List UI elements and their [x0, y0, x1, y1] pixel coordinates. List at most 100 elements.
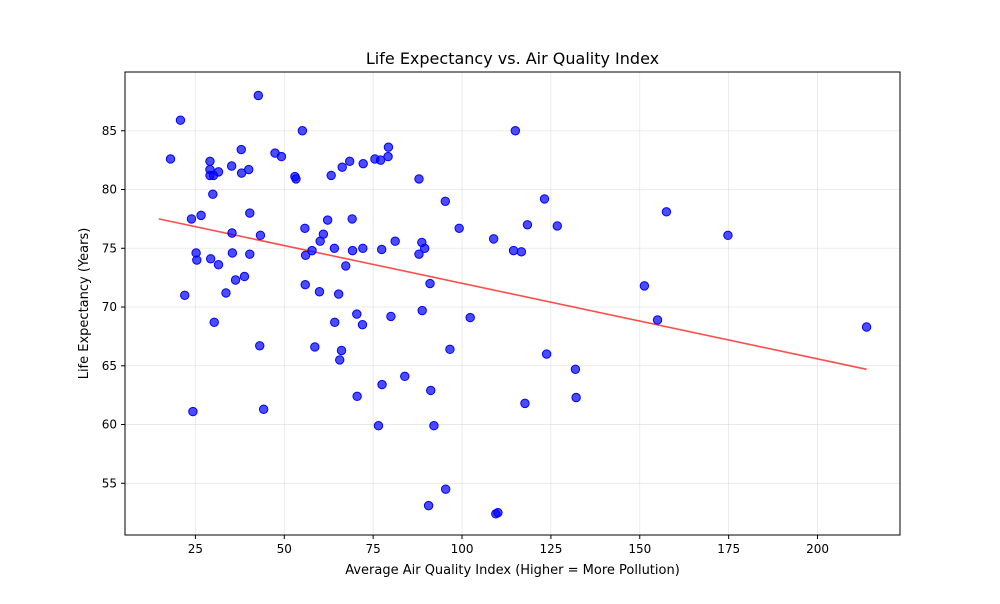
data-point: [213, 260, 224, 270]
data-point: [333, 289, 344, 299]
data-point: [344, 156, 355, 167]
data-point: [208, 170, 219, 181]
data-point: [322, 215, 333, 225]
data-point: [227, 228, 237, 238]
data-point: [337, 162, 347, 172]
data-point: [508, 245, 519, 256]
data-point: [440, 484, 451, 494]
x-tick-label: 125: [539, 542, 562, 556]
data-point: [440, 196, 451, 206]
data-point: [300, 223, 310, 233]
data-point: [652, 315, 663, 325]
data-points: [165, 90, 872, 519]
data-point: [373, 421, 384, 431]
data-point: [639, 281, 650, 291]
y-tick-label: 55: [102, 476, 117, 490]
data-point: [221, 288, 231, 298]
data-point: [429, 421, 439, 431]
data-point: [196, 210, 206, 221]
y-tick-label: 80: [102, 183, 117, 197]
x-axis-label: Average Air Quality Index (Higher = More…: [345, 563, 680, 578]
data-point: [226, 161, 237, 171]
data-point: [454, 223, 464, 233]
y-tick-label: 85: [102, 124, 117, 138]
y-axis-label: Life Expectancy (Years): [77, 228, 92, 380]
data-point: [205, 156, 215, 167]
data-point: [253, 90, 264, 101]
data-point: [300, 250, 311, 261]
data-point: [419, 243, 430, 253]
data-point: [417, 305, 427, 316]
data-point: [445, 344, 455, 355]
chart-title: Life Expectancy vs. Air Quality Index: [366, 49, 659, 68]
data-point: [570, 364, 581, 375]
y-tick-label: 60: [102, 418, 117, 432]
data-point: [488, 234, 499, 244]
data-point: [336, 345, 347, 356]
data-point: [208, 189, 218, 199]
data-point: [297, 126, 308, 136]
y-axis: 55 60 65 70 75 80 85: [102, 124, 125, 490]
x-tick-label: 100: [451, 542, 474, 556]
data-point: [310, 342, 320, 352]
data-point: [180, 290, 190, 300]
data-point: [230, 275, 241, 285]
data-point: [465, 312, 475, 323]
data-point: [318, 229, 329, 239]
x-tick-label: 25: [188, 542, 203, 556]
data-point: [516, 247, 527, 257]
data-point: [244, 164, 254, 175]
y-tick-label: 75: [102, 241, 117, 255]
data-point: [352, 391, 362, 402]
data-point: [192, 255, 202, 265]
data-point: [209, 317, 219, 328]
data-point: [358, 158, 368, 169]
data-point: [358, 243, 368, 253]
data-point: [522, 220, 533, 230]
data-point: [723, 230, 733, 241]
data-point: [375, 155, 386, 165]
data-point: [571, 392, 581, 403]
data-point: [661, 207, 672, 217]
x-tick-label: 175: [717, 542, 740, 556]
data-point: [377, 379, 387, 390]
data-point: [239, 271, 250, 282]
data-point: [245, 208, 255, 218]
data-point: [541, 349, 552, 359]
data-point: [414, 174, 424, 184]
data-point: [423, 500, 434, 511]
data-point: [383, 142, 394, 152]
x-tick-label: 200: [806, 542, 829, 556]
data-point: [236, 144, 246, 155]
data-point: [255, 230, 266, 241]
data-point: [390, 236, 400, 246]
data-point: [341, 261, 351, 271]
data-point: [493, 507, 503, 518]
y-tick-label: 70: [102, 300, 117, 314]
data-point: [205, 254, 216, 264]
data-point: [330, 317, 340, 328]
data-point: [426, 385, 436, 396]
data-point: [188, 406, 198, 417]
x-tick-label: 150: [628, 542, 651, 556]
data-point: [414, 249, 424, 259]
data-point: [425, 278, 435, 289]
y-tick-label: 65: [102, 359, 117, 373]
data-point: [186, 214, 197, 224]
data-point: [335, 355, 345, 365]
data-point: [383, 151, 393, 162]
data-point: [276, 151, 287, 162]
data-point: [329, 243, 340, 253]
data-point: [352, 309, 362, 319]
data-point: [307, 245, 317, 256]
data-point: [510, 126, 521, 136]
data-point: [552, 221, 562, 231]
data-point: [255, 341, 265, 351]
data-point: [245, 249, 255, 259]
data-point: [291, 174, 301, 184]
data-point: [520, 398, 530, 409]
trend-layer: [158, 218, 867, 371]
data-point: [326, 170, 336, 181]
